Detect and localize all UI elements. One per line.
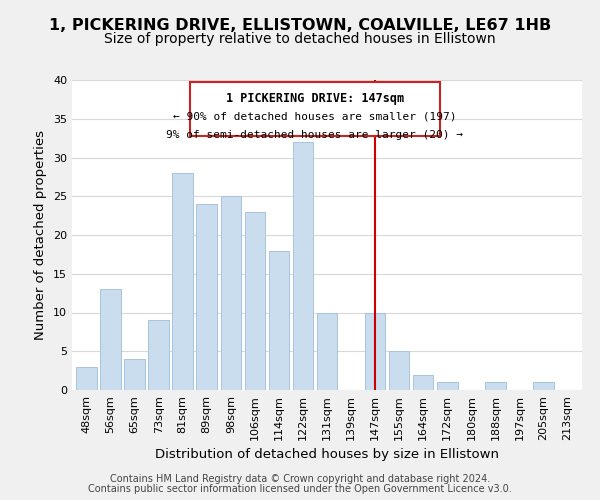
Bar [365, 312, 385, 390]
Text: Contains public sector information licensed under the Open Government Licence v3: Contains public sector information licen… [88, 484, 512, 494]
Bar [413, 374, 433, 390]
Text: ← 90% of detached houses are smaller (197): ← 90% of detached houses are smaller (19… [173, 112, 457, 122]
Bar [293, 142, 313, 390]
Text: Contains HM Land Registry data © Crown copyright and database right 2024.: Contains HM Land Registry data © Crown c… [110, 474, 490, 484]
Y-axis label: Number of detached properties: Number of detached properties [34, 130, 47, 340]
Bar [172, 173, 193, 390]
Bar [245, 212, 265, 390]
Bar [196, 204, 217, 390]
Bar [124, 359, 145, 390]
Text: 1 PICKERING DRIVE: 147sqm: 1 PICKERING DRIVE: 147sqm [226, 92, 404, 106]
Bar [148, 320, 169, 390]
Bar [76, 367, 97, 390]
Bar [533, 382, 554, 390]
Text: 1, PICKERING DRIVE, ELLISTOWN, COALVILLE, LE67 1HB: 1, PICKERING DRIVE, ELLISTOWN, COALVILLE… [49, 18, 551, 32]
Bar [190, 82, 440, 136]
Text: Size of property relative to detached houses in Ellistown: Size of property relative to detached ho… [104, 32, 496, 46]
Bar [485, 382, 506, 390]
Bar [221, 196, 241, 390]
Bar [100, 289, 121, 390]
Bar [389, 351, 409, 390]
Bar [269, 250, 289, 390]
Bar [437, 382, 458, 390]
Bar [317, 312, 337, 390]
Text: 9% of semi-detached houses are larger (20) →: 9% of semi-detached houses are larger (2… [166, 130, 463, 140]
X-axis label: Distribution of detached houses by size in Ellistown: Distribution of detached houses by size … [155, 448, 499, 461]
